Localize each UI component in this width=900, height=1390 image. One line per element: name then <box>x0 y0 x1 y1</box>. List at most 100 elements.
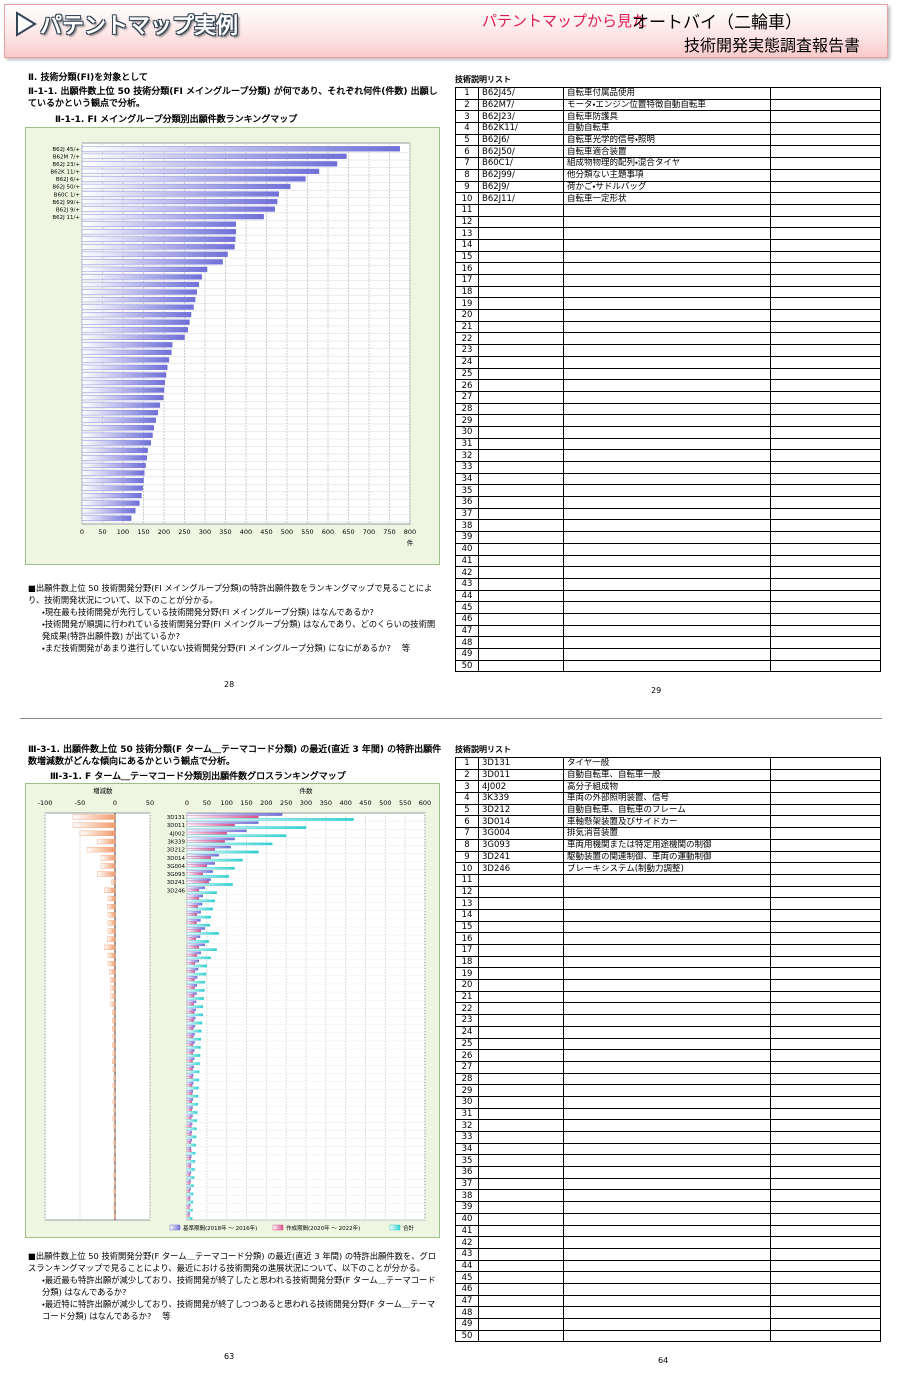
legend-swatch <box>169 1224 181 1231</box>
bar <box>186 954 198 957</box>
blank <box>770 531 881 544</box>
row-number: 45 <box>455 601 479 614</box>
bar <box>186 956 211 960</box>
blank <box>770 612 881 626</box>
table-row: 19 <box>455 297 881 311</box>
page-number: 64 <box>658 1356 669 1365</box>
plot-area <box>44 812 151 1221</box>
table-row: 25 <box>455 1037 881 1051</box>
bar <box>81 379 166 386</box>
bar <box>186 1043 194 1047</box>
table-row: 1 B62J45/自転車付属品使用 <box>455 87 881 100</box>
row-number: 40 <box>455 542 479 556</box>
bar <box>186 1041 195 1044</box>
blank <box>770 1049 881 1062</box>
table-row: 4 3K339 車両の外部照明装置、信号 <box>455 792 881 805</box>
table-row: 11 <box>455 203 881 217</box>
description: 他分類ない主題事項 <box>563 168 771 182</box>
table-row: 34 <box>455 472 881 486</box>
row-number: 11 <box>455 203 479 217</box>
diff-bar <box>114 1164 116 1170</box>
description <box>563 944 771 957</box>
bar <box>186 872 204 876</box>
blank <box>770 402 881 416</box>
bar <box>186 1062 200 1065</box>
blank <box>770 1072 881 1086</box>
description <box>563 589 771 603</box>
table-row: 16 <box>455 932 881 945</box>
bar <box>186 1146 192 1150</box>
bar <box>186 858 243 862</box>
blank <box>770 1154 881 1168</box>
bar <box>81 281 200 288</box>
code <box>478 274 564 287</box>
description <box>563 519 771 533</box>
blank <box>770 1236 881 1249</box>
row-number: 32 <box>455 1119 479 1132</box>
code <box>478 203 564 217</box>
table-row: 30 <box>455 1095 881 1109</box>
y-tick-label: 3G004 <box>167 864 186 870</box>
description <box>563 1294 771 1308</box>
description <box>563 1247 771 1261</box>
row-number: 34 <box>455 472 479 486</box>
legend-label: 基準期間(2018年 ～ 2016年) <box>183 1224 257 1232</box>
row-number: 20 <box>455 309 479 322</box>
diff-bar <box>104 944 116 950</box>
blank <box>770 285 881 299</box>
diff-bar <box>113 1123 116 1130</box>
diff-bar <box>113 1188 116 1195</box>
description <box>563 367 771 381</box>
code <box>478 496 564 509</box>
table-row: 49 <box>455 1318 881 1331</box>
x-tick-label: 250 <box>280 799 292 807</box>
diff-bar <box>112 1115 116 1121</box>
bar <box>186 1103 198 1106</box>
diff-bar <box>113 1172 116 1178</box>
bar <box>186 1106 193 1109</box>
description <box>563 1201 771 1214</box>
row-number: 3 <box>455 110 479 124</box>
blank <box>770 1060 881 1074</box>
table-row: 12 <box>455 215 881 229</box>
bar <box>186 813 283 816</box>
bar <box>186 875 229 878</box>
table-row: 47 <box>455 624 881 638</box>
blank <box>770 1142 881 1156</box>
table-row: 5 B62J6/自転車光学的信号・照明 <box>455 133 881 147</box>
description <box>563 1084 771 1097</box>
bar <box>186 976 198 979</box>
blank <box>770 133 881 147</box>
description <box>563 332 771 346</box>
bar <box>186 1122 193 1126</box>
blank <box>770 1177 881 1191</box>
y-tick-label: B62J 6/+ <box>56 177 80 183</box>
x-tick-label: 350 <box>219 528 231 536</box>
blank <box>770 554 881 568</box>
diff-bar <box>110 1001 116 1007</box>
description <box>563 920 771 934</box>
code <box>478 519 564 533</box>
x-tick-label: 300 <box>199 528 211 536</box>
y-tick-label: 3D246 <box>167 888 186 894</box>
table-row: 11 <box>455 873 881 887</box>
diff-bar <box>111 1042 116 1048</box>
section-heading: Ⅲ-3-1. 出願件数上位 50 技術分類(F ターム＿テーマコード分類) の最… <box>28 745 442 767</box>
description: 自転車一定形状 <box>563 192 771 205</box>
y-tick-label: B60C 1/+ <box>54 192 81 198</box>
bar <box>186 1059 193 1063</box>
blank <box>770 589 881 603</box>
description <box>563 1002 771 1016</box>
blank <box>770 577 881 591</box>
paragraph-text: ■出願件数上位 50 技術開発分野(FI メイングループ分類)の特許出願件数をラ… <box>28 583 433 605</box>
row-number: 31 <box>455 1107 479 1121</box>
legend-swatch <box>272 1224 284 1231</box>
bar <box>186 1000 197 1004</box>
table-title: 技術説明リスト <box>455 745 511 754</box>
diff-bar <box>107 903 116 910</box>
diff-bar <box>111 1026 116 1032</box>
table-row: 35 <box>455 1154 881 1168</box>
bar <box>186 1024 196 1028</box>
table-row: 42 <box>455 1236 881 1249</box>
x-tick-label: 600 <box>322 528 334 536</box>
